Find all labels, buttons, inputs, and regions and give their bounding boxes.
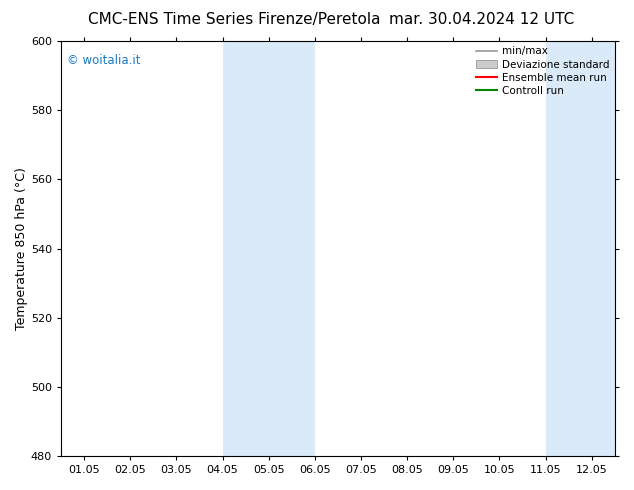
Legend: min/max, Deviazione standard, Ensemble mean run, Controll run: min/max, Deviazione standard, Ensemble m…: [476, 47, 610, 96]
Bar: [223, 41, 315, 456]
Text: CMC-ENS Time Series Firenze/Peretola: CMC-ENS Time Series Firenze/Peretola: [88, 12, 381, 27]
Text: mar. 30.04.2024 12 UTC: mar. 30.04.2024 12 UTC: [389, 12, 574, 27]
Y-axis label: Temperature 850 hPa (°C): Temperature 850 hPa (°C): [15, 167, 28, 330]
Text: © woitalia.it: © woitalia.it: [67, 54, 140, 67]
Bar: [546, 41, 634, 456]
